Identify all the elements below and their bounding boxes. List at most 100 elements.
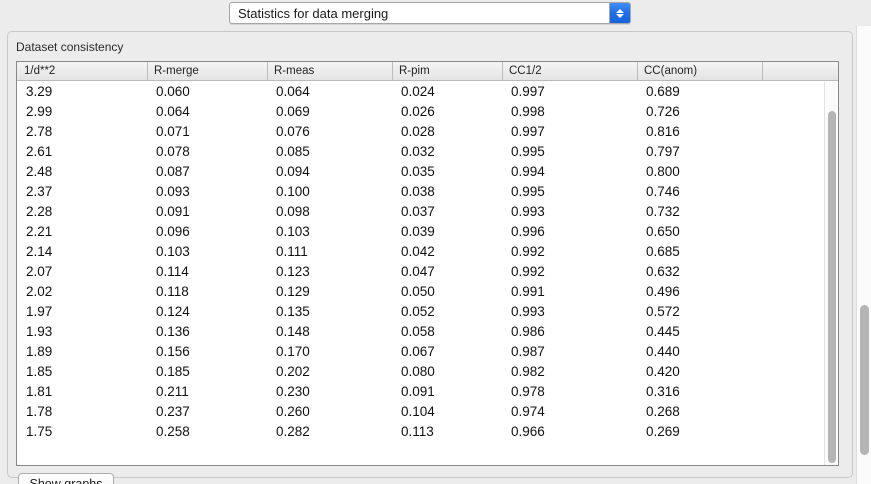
table-cell: 0.071 bbox=[156, 123, 190, 139]
table-cell: 0.096 bbox=[156, 223, 190, 239]
table-cell: 1.85 bbox=[26, 363, 53, 379]
table-row[interactable]: 1.97 0.124 0.135 0.052 0.993 0.572 bbox=[17, 301, 838, 321]
table-cell: 0.726 bbox=[646, 103, 680, 119]
table-cell: 0.440 bbox=[646, 343, 680, 359]
table-cell: 0.420 bbox=[646, 363, 680, 379]
show-graphs-button[interactable]: Show graphs bbox=[18, 473, 114, 484]
table-column-header[interactable]: R-pim bbox=[392, 62, 502, 80]
table-cell: 0.650 bbox=[646, 223, 680, 239]
table-cell: 0.091 bbox=[401, 383, 435, 399]
table-cell: 0.689 bbox=[646, 83, 680, 99]
table-row[interactable]: 1.81 0.211 0.230 0.091 0.978 0.316 bbox=[17, 381, 838, 401]
table-row[interactable]: 2.21 0.096 0.103 0.039 0.996 0.650 bbox=[17, 221, 838, 241]
table-cell: 0.114 bbox=[156, 263, 189, 279]
table-cell: 0.037 bbox=[401, 203, 435, 219]
table-cell: 0.104 bbox=[401, 403, 435, 419]
table-row[interactable]: 1.93 0.136 0.148 0.058 0.986 0.445 bbox=[17, 321, 838, 341]
table-cell: 3.29 bbox=[26, 83, 53, 99]
table-cell: 0.572 bbox=[646, 303, 680, 319]
table-cell: 0.148 bbox=[276, 323, 310, 339]
table-cell: 0.445 bbox=[646, 323, 680, 339]
table-cell: 0.211 bbox=[156, 383, 189, 399]
table-row[interactable]: 2.37 0.093 0.100 0.038 0.995 0.746 bbox=[17, 181, 838, 201]
table-cell: 0.038 bbox=[401, 183, 435, 199]
table-cell: 2.07 bbox=[26, 263, 53, 279]
table-cell: 0.993 bbox=[511, 303, 545, 319]
table-row[interactable]: 2.28 0.091 0.098 0.037 0.993 0.732 bbox=[17, 201, 838, 221]
table-cell bbox=[762, 121, 825, 141]
table-cell: 2.28 bbox=[26, 203, 53, 219]
table-cell bbox=[762, 301, 825, 321]
table-row[interactable]: 1.85 0.185 0.202 0.080 0.982 0.420 bbox=[17, 361, 838, 381]
table-cell: 0.993 bbox=[511, 203, 545, 219]
table-cell: 0.987 bbox=[511, 343, 545, 359]
table-row[interactable]: 2.48 0.087 0.094 0.035 0.994 0.800 bbox=[17, 161, 838, 181]
table-cell: 0.997 bbox=[511, 83, 545, 99]
table-row[interactable]: 2.99 0.064 0.069 0.026 0.998 0.726 bbox=[17, 101, 838, 121]
table-cell: 0.800 bbox=[646, 163, 680, 179]
table-cell: 0.994 bbox=[511, 163, 545, 179]
table-column-header[interactable]: R-meas bbox=[267, 62, 392, 80]
window-scrollbar-thumb[interactable] bbox=[860, 305, 869, 455]
table-row[interactable]: 1.78 0.237 0.260 0.104 0.974 0.268 bbox=[17, 401, 838, 421]
table-cell: 0.047 bbox=[401, 263, 435, 279]
table-row[interactable]: 2.07 0.114 0.123 0.047 0.992 0.632 bbox=[17, 261, 838, 281]
table-row[interactable]: 2.61 0.078 0.085 0.032 0.995 0.797 bbox=[17, 141, 838, 161]
table-cell: 0.170 bbox=[276, 343, 310, 359]
table-row[interactable]: 2.78 0.071 0.076 0.028 0.997 0.816 bbox=[17, 121, 838, 141]
table-vertical-scrollbar[interactable] bbox=[824, 82, 837, 465]
table-column-header[interactable] bbox=[762, 62, 825, 80]
table-row[interactable]: 2.14 0.103 0.111 0.042 0.992 0.685 bbox=[17, 241, 838, 261]
table-cell: 0.024 bbox=[401, 83, 435, 99]
table-cell: 0.069 bbox=[276, 103, 310, 119]
table-scrollbar-thumb[interactable] bbox=[828, 111, 836, 463]
table-cell: 0.039 bbox=[401, 223, 435, 239]
table-cell: 2.99 bbox=[26, 103, 53, 119]
table-cell: 0.316 bbox=[646, 383, 680, 399]
table-cell: 0.100 bbox=[276, 183, 310, 199]
table-cell bbox=[762, 141, 825, 161]
combobox-stepper-button[interactable] bbox=[609, 3, 630, 23]
table-cell: 0.058 bbox=[401, 323, 435, 339]
table-cell: 0.998 bbox=[511, 103, 545, 119]
table-cell: 0.282 bbox=[276, 423, 310, 439]
table-row[interactable]: 1.89 0.156 0.170 0.067 0.987 0.440 bbox=[17, 341, 838, 361]
table-cell: 0.035 bbox=[401, 163, 435, 179]
table-cell: 0.966 bbox=[511, 423, 545, 439]
table-cell: 0.269 bbox=[646, 423, 680, 439]
table-row[interactable]: 2.02 0.118 0.129 0.050 0.991 0.496 bbox=[17, 281, 838, 301]
table-column-header[interactable]: 1/d**2 bbox=[24, 65, 56, 77]
table-cell: 0.093 bbox=[156, 183, 190, 199]
table-column-header[interactable]: CC1/2 bbox=[502, 62, 637, 80]
table-cell bbox=[762, 81, 825, 101]
table-cell bbox=[762, 281, 825, 301]
table-cell bbox=[762, 421, 825, 441]
table-cell: 1.78 bbox=[26, 403, 53, 419]
table-column-header[interactable]: R-merge bbox=[147, 62, 267, 80]
table-cell: 0.111 bbox=[276, 243, 308, 259]
table-cell: 0.732 bbox=[646, 203, 680, 219]
table-cell bbox=[762, 221, 825, 241]
table-cell: 0.974 bbox=[511, 403, 545, 419]
table-cell: 0.991 bbox=[511, 283, 545, 299]
table-cell: 2.21 bbox=[26, 223, 53, 239]
table-cell: 0.078 bbox=[156, 143, 190, 159]
table-cell: 0.060 bbox=[156, 83, 190, 99]
table-row[interactable]: 3.29 0.060 0.064 0.024 0.997 0.689 bbox=[17, 81, 838, 101]
consistency-table: 1/d**2 R-merge R-meas R-pim CC1/2 CC(anom) 3.… bbox=[16, 61, 839, 466]
table-header-row: 1/d**2 R-merge R-meas R-pim CC1/2 CC(anom) bbox=[17, 62, 838, 81]
window-vertical-scrollbar[interactable] bbox=[856, 26, 871, 484]
table-cell bbox=[762, 261, 825, 281]
chooser-bar: Statistics for data merging bbox=[0, 0, 860, 26]
table-cell: 0.076 bbox=[276, 123, 310, 139]
table-cell bbox=[762, 401, 825, 421]
table-cell bbox=[762, 341, 825, 361]
statistics-type-combobox[interactable]: Statistics for data merging bbox=[229, 2, 631, 24]
table-cell: 0.268 bbox=[646, 403, 680, 419]
table-cell: 0.995 bbox=[511, 143, 545, 159]
table-column-header[interactable]: CC(anom) bbox=[637, 62, 762, 80]
table-cell: 0.986 bbox=[511, 323, 545, 339]
table-cell: 0.042 bbox=[401, 243, 435, 259]
table-row[interactable]: 1.75 0.258 0.282 0.113 0.966 0.269 bbox=[17, 421, 838, 441]
table-cell: 0.085 bbox=[276, 143, 310, 159]
